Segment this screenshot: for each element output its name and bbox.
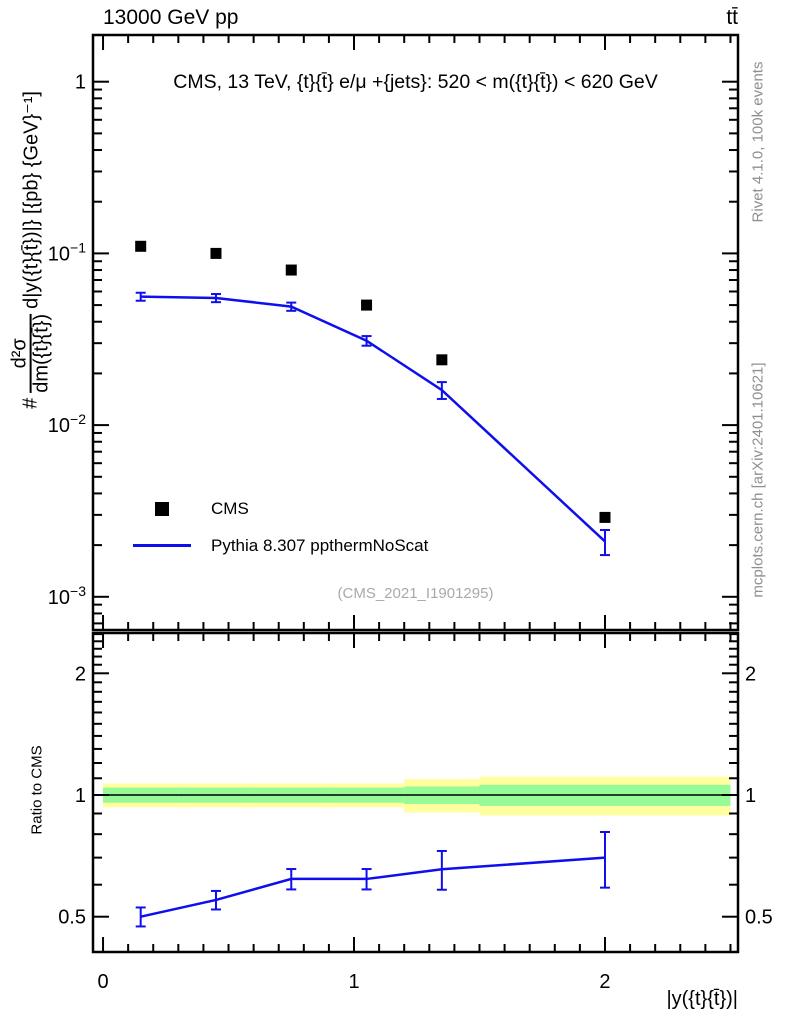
ratio-y-axis-ticks [93,633,738,918]
ratio-y-tick-label-right: 0.5 [745,907,773,929]
process-label: tt̄ [726,6,738,29]
svg-text:0.5: 0.5 [58,907,86,929]
mcplots-arxiv-note: mcplots.cern.ch [arXiv:2401.10621] [749,362,767,598]
y-axis-title-suffix: d|y({t}{t̄})|} [{pb} {GeV}⁻¹] [20,91,43,309]
svg-text:1: 1 [75,785,86,807]
pythia-line-marker-icon [122,544,202,547]
beam-energy-label: 13000 GeV pp [103,6,239,29]
panel-frames [91,33,740,954]
svg-text:1: 1 [75,72,86,94]
legend-item-cms: CMS [122,490,428,527]
svg-text:2: 2 [75,663,86,685]
plot-title: CMS, 13 TeV, {t}{t̄} e/μ +{jets}: 520 < … [173,71,658,93]
y-axis-title-prefix: # [19,397,42,409]
legend-label-cms: CMS [211,498,249,518]
x-axis-tick-labels: 0 1 2 [97,971,610,993]
y-axis-title-fraction: d²σ dm({t}{t̄}) [8,313,53,393]
legend: CMS Pythia 8.307 ppthermNoScat [122,490,428,564]
main-y-axis-ticks [93,80,738,625]
legend-label-pythia: Pythia 8.307 ppthermNoScat [211,535,429,555]
pythia-prediction-line [135,291,610,557]
main-y-tick-label: 1 [75,72,86,94]
ratio-y-tick-label-right: 1 [745,785,756,807]
svg-text:1: 1 [745,785,756,807]
main-y-tick-label: 10−2 [48,411,86,437]
main-y-tick-label: 10−1 [48,239,86,265]
main-y-tick-label: 10−3 [48,583,86,609]
svg-text:10−3: 10−3 [48,583,86,609]
analysis-id-watermark: (CMS_2021_I1901295) [337,585,494,602]
svg-text:2: 2 [599,971,610,993]
ratio-line [135,830,610,928]
legend-item-pythia: Pythia 8.307 ppthermNoScat [122,527,428,564]
svg-text:2: 2 [745,663,756,685]
svg-text:10−2: 10−2 [48,411,86,437]
y-axis-title: # d²σ dm({t}{t̄}) d|y({t}{t̄})|} [{pb} {… [8,91,53,409]
x-axis-title: |y({t}{t̄})| [666,988,738,1010]
cms-square-marker-icon [122,501,202,516]
ratio-y-tick-label-left: 2 [75,663,86,685]
x-axis-ticks [102,35,732,952]
fraction-numerator: d²σ [8,338,31,369]
ratio-axis-title: Ratio to CMS [28,745,46,835]
ratio-y-tick-label-left: 1 [75,785,86,807]
ratio-y-tick-label-right: 2 [745,663,756,685]
ratio-uncertainty-bands [103,776,731,816]
cms-data-markers [135,240,611,523]
ratio-y-tick-label-left: 0.5 [58,907,86,929]
rivet-version-note: Rivet 4.1.0, 100k events [749,61,767,223]
svg-text:0: 0 [97,971,108,993]
fraction-denominator: dm({t}{t̄}) [30,313,53,393]
svg-text:1: 1 [348,971,359,993]
svg-text:0.5: 0.5 [745,907,773,929]
svg-text:10−1: 10−1 [48,239,86,265]
